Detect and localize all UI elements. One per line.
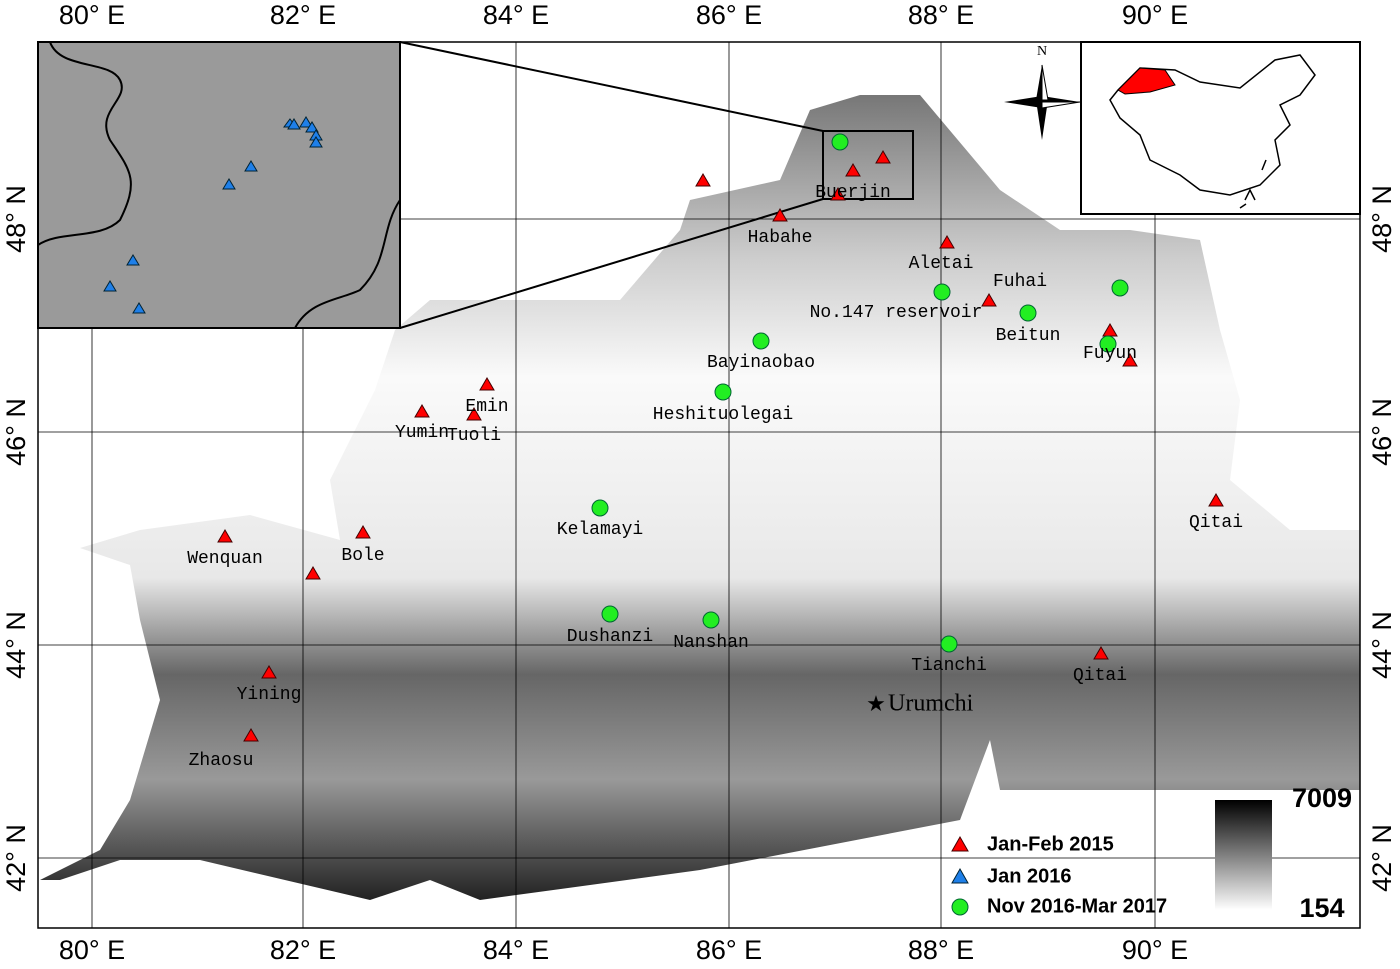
station-label: Fuyun bbox=[1083, 344, 1137, 364]
station-label: Zhaosu bbox=[189, 751, 254, 771]
lon-label: 90° E bbox=[1122, 935, 1188, 965]
station-label: No.147 reservoir bbox=[810, 303, 983, 323]
lat-label: 42° N bbox=[1367, 824, 1397, 892]
legend-label: Jan-Feb 2015 bbox=[987, 833, 1114, 855]
north-arrow: N bbox=[1004, 44, 1081, 140]
legend-label: Jan 2016 bbox=[987, 865, 1072, 887]
terrain bbox=[40, 95, 1360, 900]
lon-label: 82° E bbox=[270, 935, 336, 965]
colorbar: 7009 154 bbox=[1215, 783, 1352, 923]
lat-label: 44° N bbox=[1367, 611, 1397, 679]
china-inset bbox=[1080, 41, 1361, 215]
station-label: Wenquan bbox=[187, 549, 263, 569]
station-label: Qitai bbox=[1073, 666, 1127, 686]
lon-label: 80° E bbox=[59, 935, 125, 965]
station-labels: Buerjin Habahe Aletai Fuhai No.147 reser… bbox=[187, 183, 1243, 771]
lon-labels: 80° E 82° E 84° E 86° E 88° E 90° E 80° … bbox=[59, 0, 1188, 965]
map-frame bbox=[37, 41, 1361, 929]
colorbar-max: 7009 bbox=[1292, 783, 1352, 813]
station-label: Buerjin bbox=[815, 183, 891, 203]
lat-label: 46° N bbox=[1, 398, 31, 466]
lon-label: 82° E bbox=[270, 0, 336, 30]
detail-inset bbox=[37, 41, 914, 329]
graticule bbox=[38, 42, 1360, 928]
north-label: N bbox=[1037, 44, 1047, 59]
city-star: ★ bbox=[866, 691, 886, 716]
station-label: Heshituolegai bbox=[653, 405, 793, 425]
city-label: Urumchi bbox=[888, 691, 974, 717]
green-markers bbox=[591, 133, 1129, 653]
station-label: Tianchi bbox=[911, 656, 987, 676]
lat-label: 48° N bbox=[1, 185, 31, 253]
colorbar-min: 154 bbox=[1299, 893, 1344, 923]
station-label: Aletai bbox=[909, 254, 974, 274]
station-label: Habahe bbox=[748, 228, 813, 248]
station-label: Kelamayi bbox=[557, 520, 643, 540]
station-label: Nanshan bbox=[673, 633, 749, 653]
red-markers bbox=[217, 150, 1224, 742]
legend: Jan-Feb 2015 Jan 2016 Nov 2016-Mar 2017 bbox=[951, 833, 1167, 917]
station-label: Dushanzi bbox=[567, 627, 653, 647]
lon-label: 90° E bbox=[1122, 0, 1188, 30]
lon-label: 86° E bbox=[696, 0, 762, 30]
lon-label: 88° E bbox=[908, 935, 974, 965]
station-label: Beitun bbox=[996, 326, 1061, 346]
lon-label: 86° E bbox=[696, 935, 762, 965]
lat-label: 48° N bbox=[1367, 185, 1397, 253]
station-label: Yumin bbox=[395, 423, 449, 443]
lon-label: 88° E bbox=[908, 0, 974, 30]
lat-labels: 42° N 44° N 46° N 48° N 42° N 44° N 46° … bbox=[1, 185, 1397, 892]
legend-label: Nov 2016-Mar 2017 bbox=[987, 895, 1167, 917]
station-label: Tuoli bbox=[447, 426, 501, 446]
lat-label: 42° N bbox=[1, 824, 31, 892]
station-label: Bole bbox=[341, 546, 384, 566]
station-label: Qitai bbox=[1189, 513, 1243, 533]
lat-label: 44° N bbox=[1, 611, 31, 679]
lon-label: 84° E bbox=[483, 935, 549, 965]
lon-label: 84° E bbox=[483, 0, 549, 30]
station-label: Bayinaobao bbox=[707, 353, 815, 373]
lat-label: 46° N bbox=[1367, 398, 1397, 466]
lon-label: 80° E bbox=[59, 0, 125, 30]
station-label: Yining bbox=[237, 685, 302, 705]
station-label: Emin bbox=[465, 397, 508, 417]
station-label: Fuhai bbox=[993, 272, 1047, 292]
